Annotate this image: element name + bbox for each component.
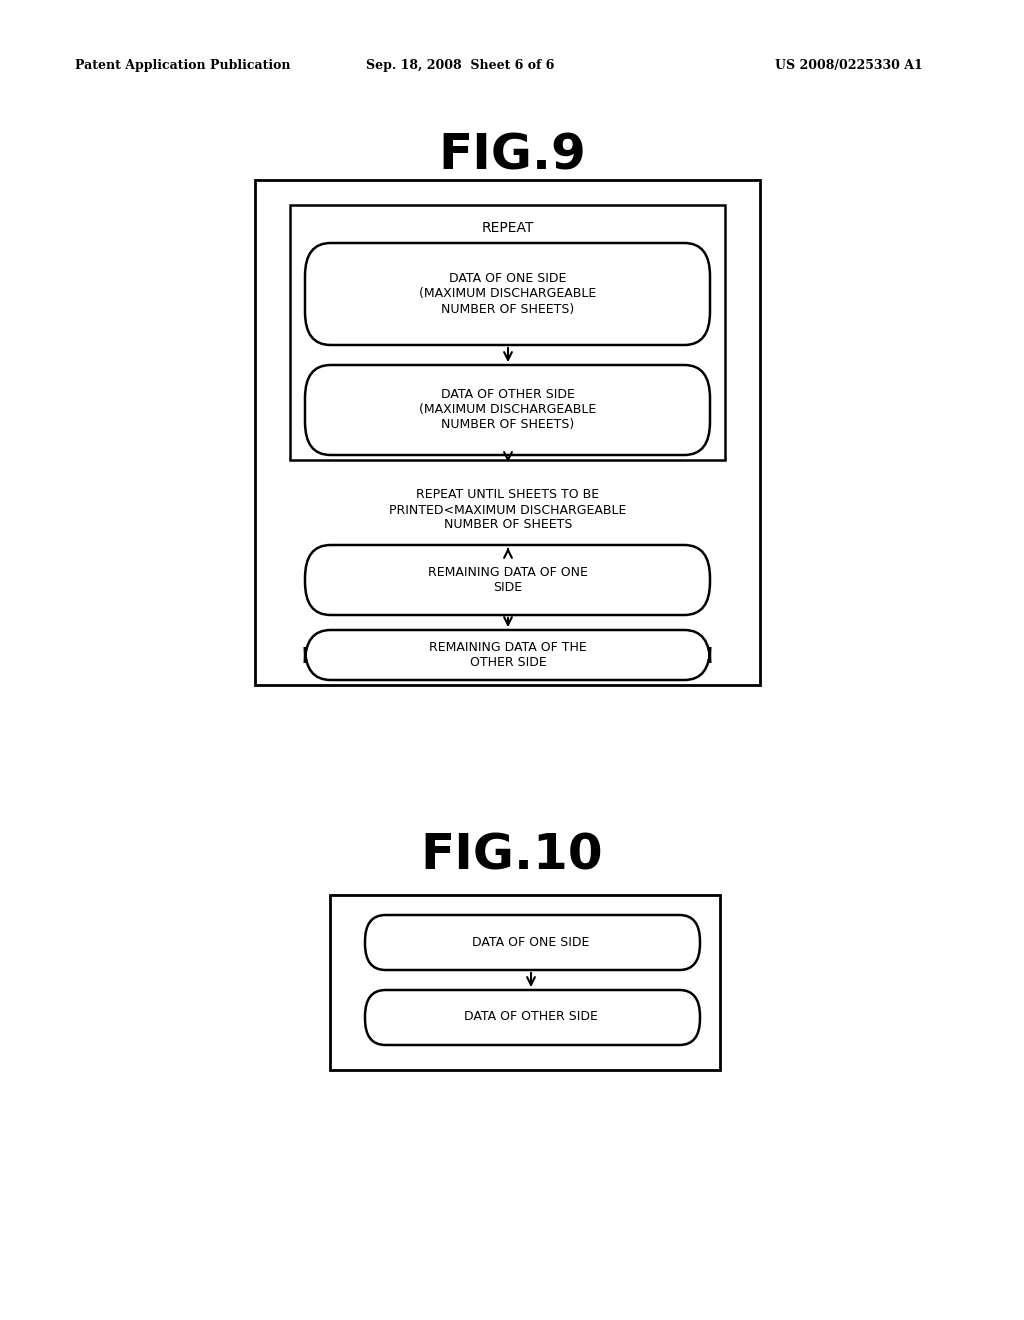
- Text: REMAINING DATA OF ONE
SIDE: REMAINING DATA OF ONE SIDE: [428, 566, 588, 594]
- Text: REPEAT: REPEAT: [482, 220, 535, 235]
- Text: DATA OF ONE SIDE
(MAXIMUM DISCHARGEABLE
NUMBER OF SHEETS): DATA OF ONE SIDE (MAXIMUM DISCHARGEABLE …: [420, 272, 597, 315]
- Text: FIG.9: FIG.9: [438, 131, 586, 180]
- Text: REMAINING DATA OF THE
OTHER SIDE: REMAINING DATA OF THE OTHER SIDE: [429, 642, 587, 669]
- FancyBboxPatch shape: [305, 630, 710, 680]
- Bar: [290, 205, 725, 459]
- FancyBboxPatch shape: [365, 915, 700, 970]
- Bar: [330, 895, 720, 1071]
- FancyBboxPatch shape: [365, 990, 700, 1045]
- FancyBboxPatch shape: [305, 545, 710, 615]
- Text: REPEAT UNTIL SHEETS TO BE
PRINTED<MAXIMUM DISCHARGEABLE
NUMBER OF SHEETS: REPEAT UNTIL SHEETS TO BE PRINTED<MAXIMU…: [389, 488, 627, 532]
- Text: FIG.10: FIG.10: [421, 832, 603, 879]
- FancyBboxPatch shape: [305, 366, 710, 455]
- FancyBboxPatch shape: [305, 243, 710, 345]
- Text: DATA OF ONE SIDE: DATA OF ONE SIDE: [472, 936, 590, 949]
- Text: US 2008/0225330 A1: US 2008/0225330 A1: [775, 58, 923, 71]
- Bar: [255, 180, 760, 685]
- Text: DATA OF OTHER SIDE
(MAXIMUM DISCHARGEABLE
NUMBER OF SHEETS): DATA OF OTHER SIDE (MAXIMUM DISCHARGEABL…: [420, 388, 597, 432]
- Text: DATA OF OTHER SIDE: DATA OF OTHER SIDE: [464, 1011, 598, 1023]
- Text: Sep. 18, 2008  Sheet 6 of 6: Sep. 18, 2008 Sheet 6 of 6: [366, 58, 554, 71]
- Text: Patent Application Publication: Patent Application Publication: [75, 58, 291, 71]
